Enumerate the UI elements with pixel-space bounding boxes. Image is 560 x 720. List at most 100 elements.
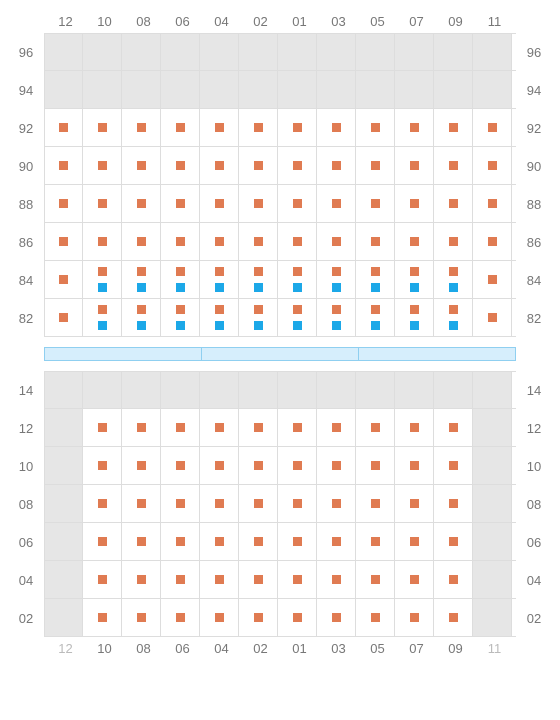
seat-cell[interactable]	[356, 185, 395, 222]
seat-cell[interactable]	[83, 485, 122, 522]
seat-cell[interactable]	[317, 561, 356, 598]
seat-cell[interactable]	[83, 523, 122, 560]
seat-cell[interactable]	[473, 299, 512, 336]
seat-cell[interactable]	[278, 109, 317, 146]
seat-cell[interactable]	[395, 299, 434, 336]
seat-cell[interactable]	[278, 561, 317, 598]
seat-cell[interactable]	[83, 599, 122, 636]
seat-cell[interactable]	[122, 261, 161, 298]
seat-cell[interactable]	[239, 109, 278, 146]
seat-cell[interactable]	[200, 299, 239, 336]
seat-cell[interactable]	[239, 485, 278, 522]
seat-cell[interactable]	[434, 109, 473, 146]
seat-cell[interactable]	[161, 109, 200, 146]
seat-cell[interactable]	[83, 185, 122, 222]
seat-cell[interactable]	[434, 561, 473, 598]
seat-cell[interactable]	[239, 261, 278, 298]
seat-cell[interactable]	[434, 147, 473, 184]
seat-cell[interactable]	[83, 409, 122, 446]
seat-cell[interactable]	[278, 447, 317, 484]
seat-cell[interactable]	[317, 185, 356, 222]
seat-cell[interactable]	[200, 223, 239, 260]
seat-cell[interactable]	[473, 261, 512, 298]
seat-cell[interactable]	[161, 523, 200, 560]
seat-cell[interactable]	[317, 299, 356, 336]
seat-cell[interactable]	[44, 261, 83, 298]
seat-cell[interactable]	[239, 599, 278, 636]
seat-cell[interactable]	[161, 147, 200, 184]
seat-cell[interactable]	[317, 485, 356, 522]
seat-cell[interactable]	[278, 409, 317, 446]
seat-cell[interactable]	[395, 185, 434, 222]
seat-cell[interactable]	[200, 447, 239, 484]
seat-cell[interactable]	[278, 299, 317, 336]
seat-cell[interactable]	[122, 185, 161, 222]
seat-cell[interactable]	[200, 261, 239, 298]
seat-cell[interactable]	[161, 599, 200, 636]
seat-cell[interactable]	[434, 299, 473, 336]
seat-cell[interactable]	[317, 409, 356, 446]
seat-cell[interactable]	[317, 261, 356, 298]
seat-cell[interactable]	[356, 523, 395, 560]
seat-cell[interactable]	[83, 109, 122, 146]
seat-cell[interactable]	[83, 147, 122, 184]
seat-cell[interactable]	[200, 409, 239, 446]
seat-cell[interactable]	[161, 223, 200, 260]
seat-cell[interactable]	[44, 147, 83, 184]
seat-cell[interactable]	[44, 185, 83, 222]
seat-cell[interactable]	[473, 147, 512, 184]
seat-cell[interactable]	[239, 447, 278, 484]
seat-cell[interactable]	[356, 561, 395, 598]
seat-cell[interactable]	[473, 223, 512, 260]
seat-cell[interactable]	[122, 299, 161, 336]
seat-cell[interactable]	[278, 185, 317, 222]
seat-cell[interactable]	[434, 223, 473, 260]
seat-cell[interactable]	[434, 523, 473, 560]
seat-cell[interactable]	[161, 409, 200, 446]
seat-cell[interactable]	[239, 299, 278, 336]
seat-cell[interactable]	[395, 523, 434, 560]
seat-cell[interactable]	[317, 599, 356, 636]
seat-cell[interactable]	[83, 261, 122, 298]
seat-cell[interactable]	[239, 185, 278, 222]
seat-cell[interactable]	[122, 599, 161, 636]
seat-cell[interactable]	[395, 223, 434, 260]
seat-cell[interactable]	[356, 299, 395, 336]
seat-cell[interactable]	[122, 147, 161, 184]
seat-cell[interactable]	[161, 185, 200, 222]
seat-cell[interactable]	[239, 523, 278, 560]
seat-cell[interactable]	[200, 185, 239, 222]
seat-cell[interactable]	[122, 223, 161, 260]
seat-cell[interactable]	[200, 147, 239, 184]
seat-cell[interactable]	[434, 485, 473, 522]
seat-cell[interactable]	[356, 109, 395, 146]
seat-cell[interactable]	[395, 261, 434, 298]
seat-cell[interactable]	[395, 447, 434, 484]
seat-cell[interactable]	[395, 147, 434, 184]
seat-cell[interactable]	[83, 561, 122, 598]
seat-cell[interactable]	[122, 409, 161, 446]
seat-cell[interactable]	[395, 485, 434, 522]
seat-cell[interactable]	[278, 599, 317, 636]
seat-cell[interactable]	[473, 185, 512, 222]
seat-cell[interactable]	[395, 409, 434, 446]
seat-cell[interactable]	[239, 409, 278, 446]
seat-cell[interactable]	[434, 185, 473, 222]
seat-cell[interactable]	[278, 485, 317, 522]
seat-cell[interactable]	[278, 147, 317, 184]
seat-cell[interactable]	[356, 261, 395, 298]
seat-cell[interactable]	[200, 599, 239, 636]
seat-cell[interactable]	[122, 447, 161, 484]
seat-cell[interactable]	[44, 109, 83, 146]
seat-cell[interactable]	[395, 109, 434, 146]
seat-cell[interactable]	[278, 261, 317, 298]
seat-cell[interactable]	[395, 561, 434, 598]
seat-cell[interactable]	[122, 485, 161, 522]
seat-cell[interactable]	[356, 485, 395, 522]
seat-cell[interactable]	[200, 485, 239, 522]
seat-cell[interactable]	[356, 409, 395, 446]
seat-cell[interactable]	[44, 299, 83, 336]
seat-cell[interactable]	[44, 223, 83, 260]
seat-cell[interactable]	[239, 223, 278, 260]
seat-cell[interactable]	[200, 523, 239, 560]
